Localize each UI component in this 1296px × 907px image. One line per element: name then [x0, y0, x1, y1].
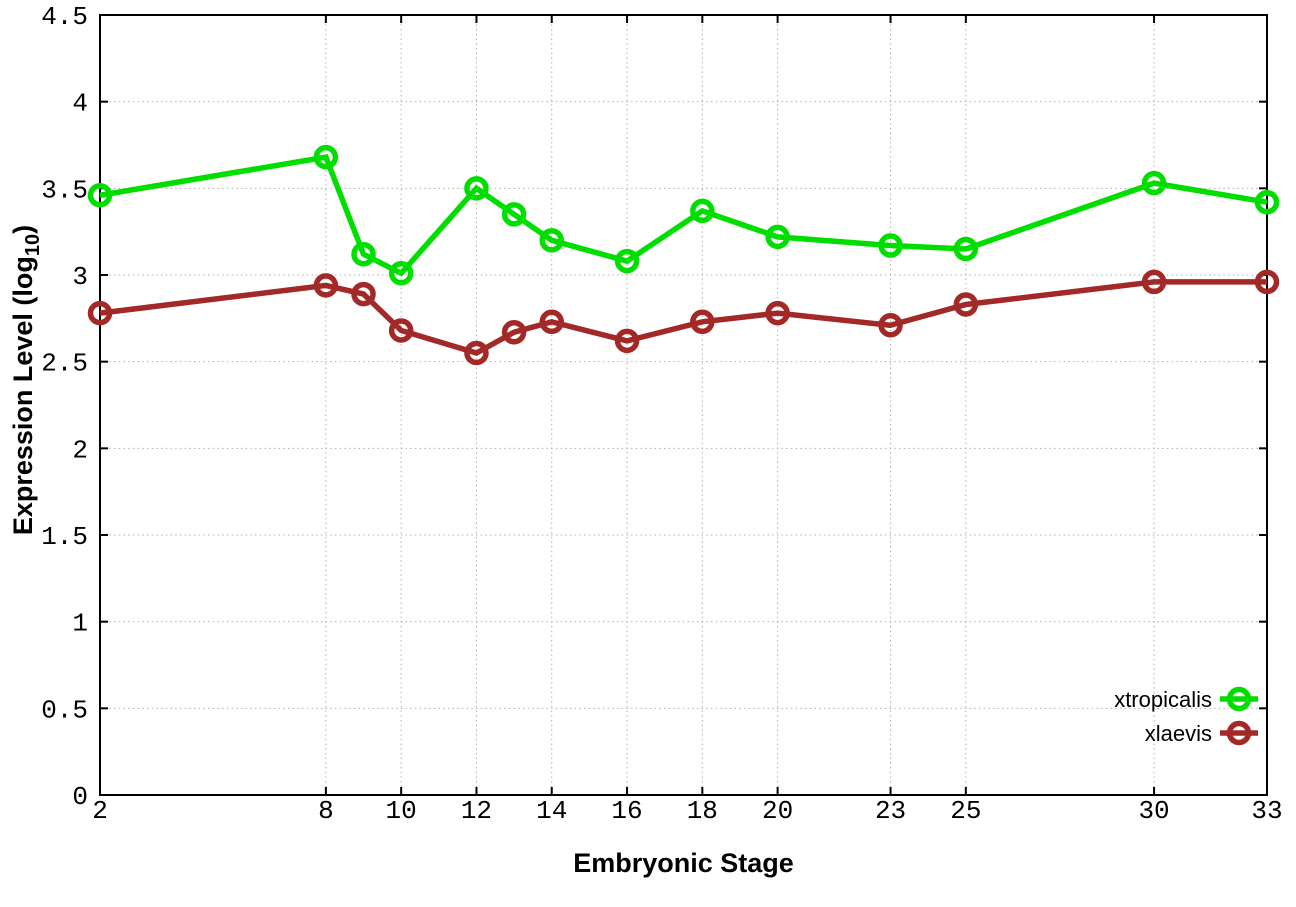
data-point-xtropicalis — [1141, 170, 1167, 196]
data-point-xlaevis — [87, 300, 113, 326]
data-point-xlaevis — [614, 328, 640, 354]
y-axis-title: Expression Level (log10) — [8, 225, 44, 535]
y-tick-label: 4.5 — [41, 2, 88, 32]
data-point-xtropicalis — [690, 198, 715, 224]
data-point-xlaevis — [313, 273, 339, 298]
legend-label-xlaevis: xlaevis — [1145, 721, 1212, 746]
data-point-xlaevis — [388, 318, 414, 343]
y-tick-label: 1 — [72, 609, 88, 639]
x-tick-label: 25 — [950, 796, 981, 826]
data-point-xtropicalis — [351, 241, 376, 267]
data-point-xlaevis — [690, 309, 715, 335]
x-tick-label: 23 — [875, 796, 906, 826]
y-tick-label: 4 — [72, 89, 88, 119]
data-point-xlaevis — [351, 281, 376, 307]
data-point-xlaevis — [464, 340, 489, 366]
data-point-xtropicalis — [501, 202, 527, 227]
x-tick-label: 14 — [536, 796, 567, 826]
data-point-xlaevis — [765, 300, 790, 326]
y-tick-label: 0.5 — [41, 695, 88, 725]
data-point-xlaevis — [1254, 269, 1280, 295]
data-point-xtropicalis — [464, 176, 489, 201]
y-tick-label: 2 — [72, 435, 88, 465]
data-point-xlaevis — [539, 309, 564, 335]
x-tick-label: 2 — [92, 796, 108, 826]
data-point-xlaevis — [878, 313, 903, 338]
y-tick-label: 3 — [72, 262, 88, 292]
x-tick-label: 8 — [318, 796, 334, 826]
data-point-xtropicalis — [614, 248, 640, 274]
x-tick-label: 20 — [762, 796, 793, 826]
x-tick-label: 30 — [1138, 796, 1169, 826]
data-point-xtropicalis — [313, 144, 339, 170]
plot-border — [99, 14, 1268, 796]
data-point-xlaevis — [1141, 269, 1167, 295]
legend-sample-marker-xtropicalis — [1226, 686, 1252, 712]
x-tick-label: 18 — [687, 796, 718, 826]
x-tick-label: 12 — [461, 796, 492, 826]
data-point-xtropicalis — [953, 236, 979, 262]
data-point-xtropicalis — [1254, 189, 1280, 215]
y-tick-label: 2.5 — [41, 349, 88, 379]
x-tick-label: 16 — [611, 796, 642, 826]
y-tick-label: 0 — [72, 782, 88, 812]
data-point-xtropicalis — [878, 233, 903, 258]
data-point-xlaevis — [501, 319, 527, 345]
data-point-xlaevis — [953, 292, 979, 317]
x-tick-label: 33 — [1251, 796, 1282, 826]
y-tick-label: 1.5 — [41, 522, 88, 552]
data-point-xtropicalis — [539, 228, 564, 253]
y-tick-label: 3.5 — [41, 175, 88, 205]
data-point-xtropicalis — [765, 224, 790, 250]
legend-label-xtropicalis: xtropicalis — [1114, 687, 1212, 712]
x-axis-title: Embryonic Stage — [573, 848, 794, 878]
data-point-xtropicalis — [87, 183, 113, 208]
legend-sample-marker-xlaevis — [1226, 720, 1252, 746]
x-tick-label: 10 — [386, 796, 417, 826]
data-point-xtropicalis — [388, 261, 414, 286]
